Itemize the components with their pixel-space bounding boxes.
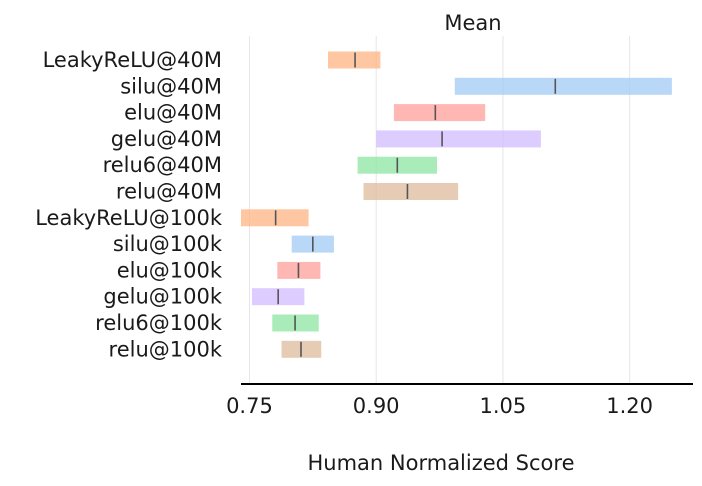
x-tick-label: 0.90	[353, 394, 400, 418]
interval-bar	[376, 130, 541, 148]
x-axis-label: Human Normalized Score	[308, 451, 575, 475]
interval-bars	[241, 51, 672, 358]
y-tick-label: relu6@100k	[95, 311, 223, 335]
y-tick-label: LeakyReLU@100k	[35, 206, 223, 230]
x-tick-label: 1.05	[480, 394, 527, 418]
y-tick-label: gelu@40M	[111, 127, 222, 151]
x-tick-label: 1.20	[606, 394, 653, 418]
y-tick-label: LeakyReLU@40M	[43, 48, 222, 72]
y-tick-label: relu@100k	[109, 337, 223, 361]
y-tick-label: silu@40M	[120, 74, 222, 98]
y-tick-label: silu@100k	[113, 232, 223, 256]
interval-bar	[328, 51, 381, 69]
y-tick-label: relu6@40M	[103, 153, 222, 177]
chart-title: Mean	[444, 11, 501, 35]
interval-bar	[241, 209, 309, 227]
interval-bar	[393, 104, 486, 122]
x-tick-label: 0.75	[226, 394, 273, 418]
interval-bar	[363, 183, 459, 200]
y-tick-label: gelu@100k	[103, 285, 222, 309]
y-tick-labels: LeakyReLU@40Msilu@40Melu@40Mgelu@40Mrelu…	[35, 48, 223, 361]
y-tick-label: elu@100k	[117, 258, 223, 282]
y-tick-label: elu@40M	[124, 101, 222, 125]
x-tick-labels: 0.75 0.90 1.05 1.20	[226, 394, 653, 418]
interval-bar	[454, 77, 672, 95]
y-tick-label: relu@40M	[116, 180, 222, 204]
